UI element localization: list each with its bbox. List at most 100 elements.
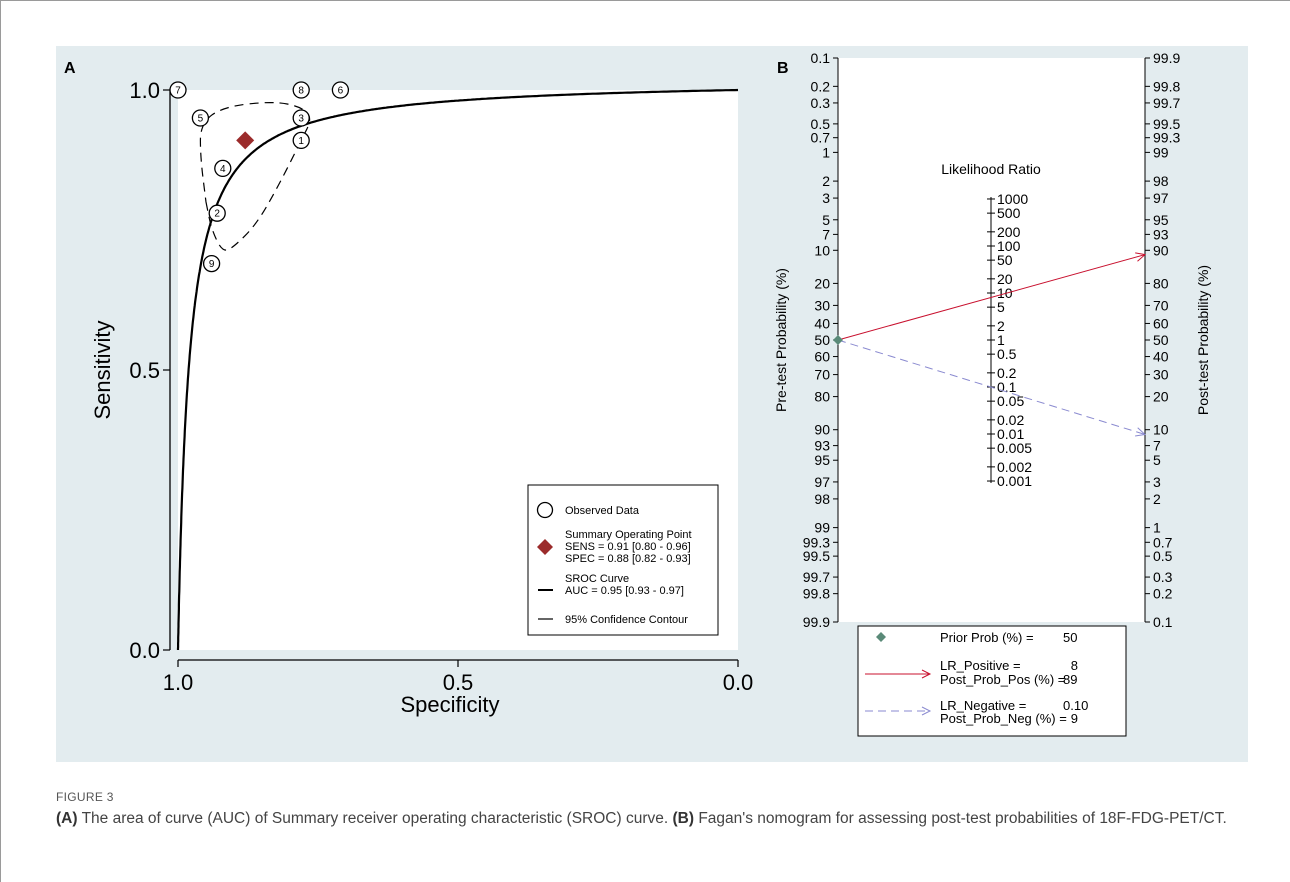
observed-point-label: 4 — [220, 164, 226, 175]
pretest-tick-label: 7 — [822, 226, 830, 242]
posttest-tick-label: 7 — [1153, 438, 1161, 454]
observed-study-point: 4 — [214, 159, 232, 178]
sroc-legend: Observed Data Summary Operating Point SE… — [527, 484, 719, 636]
observed-study-point: 8 — [292, 81, 310, 99]
pretest-tick-label: 99 — [814, 520, 830, 536]
legend-lrpos-value: 8 — [1071, 658, 1078, 673]
lr-axis-title: Likelihood Ratio — [941, 161, 1041, 177]
figure-frame-left — [0, 0, 1, 882]
posttest-tick-label: 0.2 — [1153, 586, 1173, 602]
posttest-tick-label: 3 — [1153, 474, 1161, 490]
sroc-legend-box — [527, 484, 719, 636]
legend-observed-label: Observed Data — [565, 505, 640, 517]
lr-tick-label: 1000 — [997, 191, 1028, 207]
pretest-tick-label: 30 — [814, 297, 830, 313]
pretest-tick-label: 0.1 — [811, 50, 831, 66]
pretest-tick-label: 95 — [814, 452, 830, 468]
legend-sroc-title: SROC Curve — [565, 573, 629, 585]
prior-probability-marker — [833, 335, 843, 345]
lr-tick-label: 0.05 — [997, 393, 1024, 409]
posttest-tick-label: 0.7 — [1153, 534, 1173, 550]
posttest-tick-label: 98 — [1153, 173, 1169, 189]
observed-point-label: 8 — [298, 86, 304, 97]
figure-caption: (A) The area of curve (AUC) of Summary r… — [56, 808, 1256, 829]
lr-tick-label: 20 — [997, 271, 1013, 287]
observed-point-label: 7 — [175, 86, 181, 97]
posttest-tick-label: 50 — [1153, 332, 1169, 348]
fagan-nomogram: B Likelihood Ratio Pre-test Probability … — [773, 50, 1211, 737]
lr-tick-label: 0.5 — [997, 346, 1017, 362]
legend-summary-title: Summary Operating Point — [565, 529, 692, 541]
observed-point-circle — [214, 159, 232, 178]
legend-sens-line: SENS = 0.91 [0.80 - 0.96] — [565, 541, 691, 553]
legend-prior-value: 50 — [1063, 630, 1077, 645]
legend-observed-marker — [536, 501, 554, 519]
pretest-tick-label: 90 — [814, 422, 830, 438]
sroc-y-axis-label: Sensitivity — [90, 320, 115, 419]
pretest-tick-label: 0.2 — [811, 78, 831, 94]
pretest-tick-label: 97 — [814, 474, 830, 490]
posttest-tick-label: 99 — [1153, 144, 1169, 160]
caption-part-b-label: (B) — [672, 810, 695, 827]
pretest-tick-label: 1 — [822, 144, 830, 160]
lr-tick-label: 0.01 — [997, 426, 1024, 442]
sroc-x-axis-label: Specificity — [400, 692, 499, 717]
sroc-y-tick-label: 1.0 — [129, 78, 160, 103]
legend-auc-line: AUC = 0.95 [0.93 - 0.97] — [565, 585, 684, 597]
posttest-tick-label: 99.5 — [1153, 116, 1180, 132]
observed-study-point: 6 — [331, 81, 350, 99]
lr-tick-label: 0.002 — [997, 459, 1032, 475]
legend-postpos-label: Post_Prob_Pos (%) = — [940, 672, 1065, 687]
pretest-tick-label: 99.8 — [803, 586, 830, 602]
pretest-tick-label: 93 — [814, 438, 830, 454]
observed-point-circle — [292, 131, 310, 150]
pretest-tick-label: 5 — [822, 212, 830, 228]
lr-tick-label: 200 — [997, 224, 1021, 240]
posttest-tick-label: 80 — [1153, 275, 1169, 291]
sroc-y-tick-label: 0.0 — [129, 638, 160, 663]
pretest-tick-label: 10 — [814, 242, 830, 258]
pretest-tick-label: 50 — [814, 332, 830, 348]
observed-point-circle — [191, 109, 210, 127]
posttest-tick-label: 1 — [1153, 520, 1161, 536]
lr-tick-label: 5 — [997, 299, 1005, 315]
observed-point-circle — [169, 81, 187, 99]
lr-tick-label: 0.02 — [997, 412, 1024, 428]
posttest-tick-label: 90 — [1153, 242, 1169, 258]
pretest-tick-label: 40 — [814, 315, 830, 331]
legend-prior-marker — [876, 632, 886, 642]
lr-tick-label: 1 — [997, 332, 1005, 348]
legend-postneg-value: 9 — [1071, 711, 1078, 726]
observed-point-label: 3 — [298, 114, 304, 125]
observed-point-label: 5 — [198, 114, 204, 125]
sroc-x-tick-label: 0.5 — [443, 670, 474, 695]
legend-lrpos-arrowhead — [921, 669, 932, 679]
observed-point-label: 9 — [209, 259, 215, 270]
observed-point-label: 2 — [214, 209, 220, 220]
lr-tick-label: 500 — [997, 205, 1021, 221]
observed-point-circle — [202, 254, 221, 273]
pretest-tick-label: 20 — [814, 275, 830, 291]
nomogram-legend-box — [857, 625, 1127, 737]
posttest-tick-label: 60 — [1153, 315, 1169, 331]
posttest-tick-label: 0.5 — [1153, 548, 1173, 564]
lr-tick-label: 0.1 — [997, 379, 1017, 395]
pretest-tick-label: 99.3 — [803, 534, 830, 550]
pretest-tick-label: 99.5 — [803, 548, 830, 564]
pretest-tick-label: 0.7 — [811, 130, 831, 146]
legend-lrneg-value: 0.10 — [1063, 698, 1088, 713]
observed-point-label: 6 — [338, 86, 344, 97]
lr-positive-line — [837, 254, 1146, 341]
pretest-tick-label: 0.3 — [811, 95, 831, 111]
pretest-tick-label: 98 — [814, 491, 830, 507]
observed-study-point: 3 — [292, 109, 310, 127]
legend-lrneg-label: LR_Negative = — [940, 698, 1026, 713]
pretest-tick-label: 60 — [814, 349, 830, 365]
sroc-chart: A Specificity Sensitivity 1.0 0.5 0.0 0.0 0.… — [64, 60, 753, 717]
nomogram-legend: Prior Prob (%) = 50 LR_Positive = 8 Post… — [857, 625, 1127, 737]
pretest-tick-label: 99.7 — [803, 569, 830, 585]
posttest-tick-label: 70 — [1153, 297, 1169, 313]
observed-point-circle — [292, 81, 310, 99]
pretest-tick-label: 70 — [814, 367, 830, 383]
